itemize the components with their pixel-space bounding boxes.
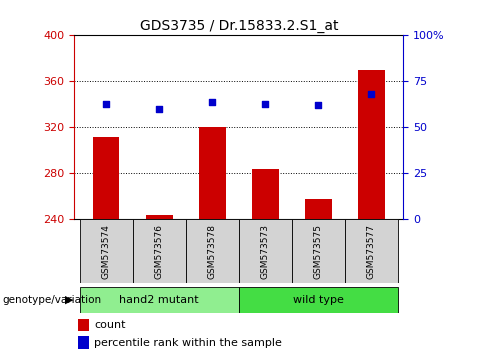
Text: hand2 mutant: hand2 mutant	[120, 295, 199, 305]
Point	[262, 101, 269, 106]
Text: percentile rank within the sample: percentile rank within the sample	[94, 338, 282, 348]
Bar	[305, 199, 332, 219]
Bar	[252, 169, 278, 219]
Bar	[93, 137, 120, 219]
Bar	[80, 287, 239, 313]
Bar	[78, 319, 89, 331]
Bar	[239, 219, 292, 283]
Text: GSM573574: GSM573574	[102, 224, 111, 279]
Bar	[78, 336, 89, 349]
Text: genotype/variation: genotype/variation	[2, 295, 102, 305]
Title: GDS3735 / Dr.15833.2.S1_at: GDS3735 / Dr.15833.2.S1_at	[140, 19, 338, 33]
Bar	[292, 219, 345, 283]
Bar	[199, 127, 226, 219]
Text: count: count	[94, 320, 126, 330]
Bar	[146, 215, 172, 219]
Bar	[186, 219, 239, 283]
Point	[156, 106, 163, 112]
Text: wild type: wild type	[293, 295, 344, 305]
Point	[102, 101, 110, 106]
Bar	[133, 219, 186, 283]
Text: GSM573575: GSM573575	[314, 224, 323, 279]
Text: GSM573578: GSM573578	[208, 224, 217, 279]
Bar	[358, 70, 384, 219]
Text: GSM573573: GSM573573	[261, 224, 270, 279]
Point	[208, 99, 216, 104]
Text: GSM573577: GSM573577	[367, 224, 376, 279]
Point	[368, 91, 375, 97]
Point	[314, 103, 322, 108]
Text: ▶: ▶	[65, 295, 74, 305]
Bar	[345, 219, 398, 283]
Bar	[239, 287, 398, 313]
Text: GSM573576: GSM573576	[155, 224, 164, 279]
Bar	[80, 219, 133, 283]
